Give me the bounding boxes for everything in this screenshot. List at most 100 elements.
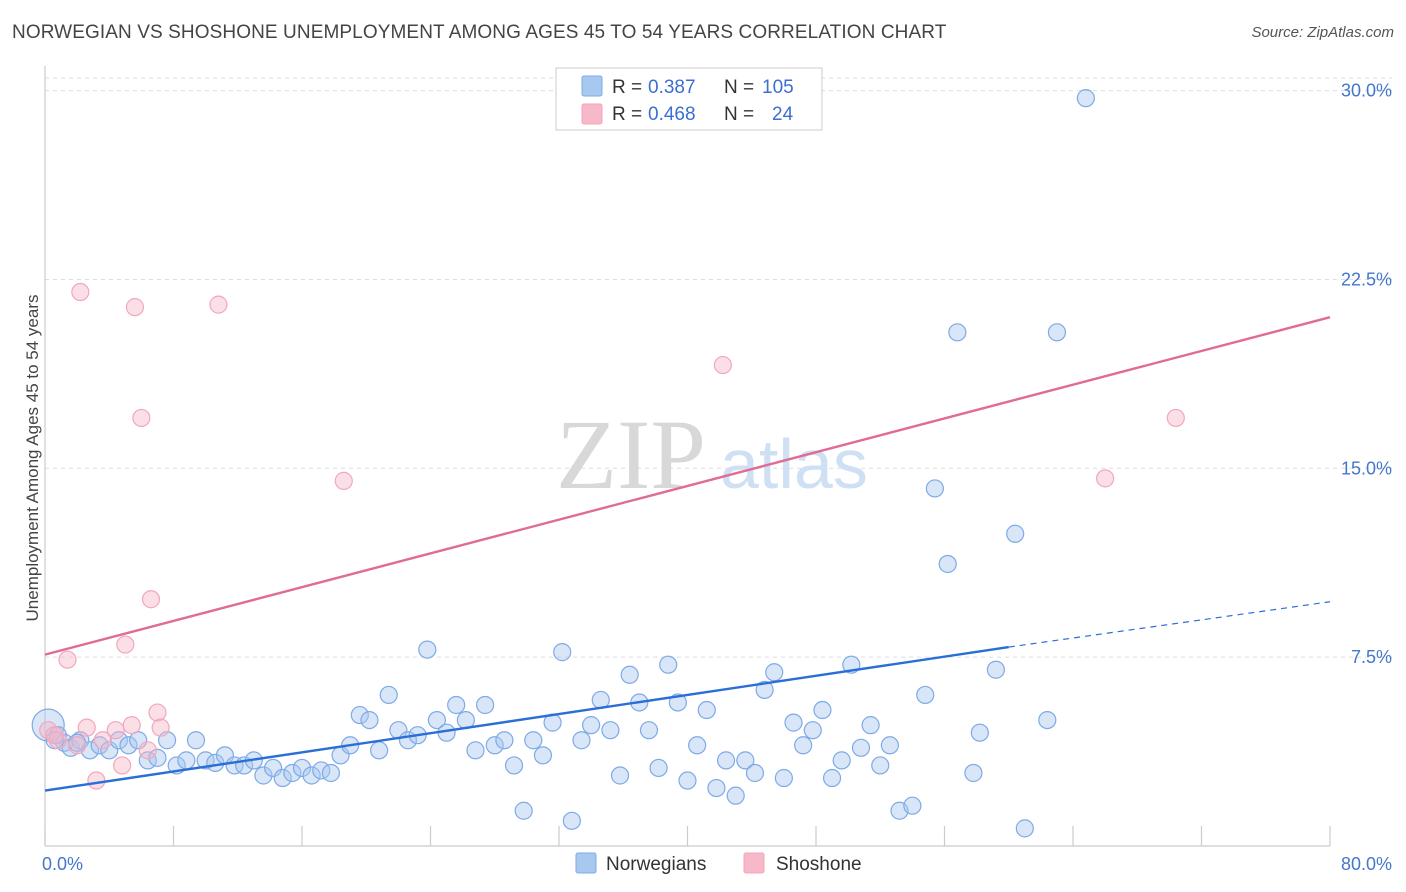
shoshone-point bbox=[112, 756, 132, 775]
norwegian-point bbox=[1038, 710, 1057, 730]
legend-r-label-1: R = bbox=[612, 77, 642, 98]
shoshone-point bbox=[713, 355, 732, 375]
shoshone-point bbox=[77, 718, 96, 737]
norwegian-point bbox=[832, 751, 851, 770]
norwegian-point bbox=[755, 680, 774, 699]
bottom-legend-swatch-norwegians bbox=[575, 852, 597, 874]
shoshone-trend-line bbox=[44, 316, 1331, 656]
bottom-legend-shoshone: Shoshone bbox=[776, 854, 862, 875]
trend-lines bbox=[44, 316, 1331, 792]
norwegian-point bbox=[813, 700, 832, 720]
norwegian-point bbox=[639, 721, 659, 740]
norwegian-point bbox=[774, 768, 793, 788]
norwegian-point bbox=[1006, 524, 1025, 543]
norwegian-point bbox=[582, 716, 601, 735]
shoshone-point bbox=[45, 726, 64, 745]
norwegian-point bbox=[716, 751, 736, 770]
norwegian-point bbox=[562, 811, 581, 830]
norwegian-point bbox=[427, 710, 447, 730]
legend-n-value-1: 105 bbox=[762, 77, 794, 98]
norwegian-point bbox=[707, 778, 726, 798]
norwegian-point bbox=[986, 660, 1006, 679]
norwegian-point bbox=[916, 685, 935, 705]
norwegian-point bbox=[871, 756, 890, 775]
norwegian-point bbox=[688, 736, 707, 755]
legend-swatch-norwegians bbox=[581, 75, 603, 97]
shoshone-point bbox=[68, 736, 87, 755]
legend-r-label-2: R = bbox=[612, 104, 642, 125]
norwegian-point bbox=[1047, 323, 1067, 342]
norwegian-point bbox=[254, 766, 273, 785]
watermark-zip: ZIP bbox=[556, 399, 706, 510]
shoshone-point bbox=[125, 298, 145, 317]
norwegian-point bbox=[466, 741, 485, 760]
shoshone-point bbox=[71, 282, 90, 302]
x-tick-label-min: 0.0% bbox=[42, 854, 83, 874]
norwegian-point bbox=[514, 801, 533, 820]
norwegian-point bbox=[880, 736, 899, 755]
y-axis-label: Unemployment Among Ages 45 to 54 years bbox=[23, 295, 42, 622]
norwegian-point bbox=[109, 731, 128, 750]
norwegian-point bbox=[803, 721, 822, 740]
bottom-legend-swatch-shoshone bbox=[743, 852, 765, 874]
norwegian-point bbox=[765, 663, 784, 682]
bottom-legend: Norwegians Shoshone bbox=[575, 852, 862, 875]
norwegian-point bbox=[822, 768, 842, 788]
y-tick-label: 30.0% bbox=[1341, 81, 1392, 101]
norwegian-point bbox=[610, 766, 630, 785]
norwegian-point bbox=[678, 771, 697, 790]
shoshone-point bbox=[151, 718, 170, 737]
norwegian-point bbox=[925, 479, 944, 498]
shoshone-point bbox=[209, 295, 228, 314]
norwegian-point bbox=[601, 721, 620, 740]
source-note: Source: ZipAtlas.com bbox=[1251, 24, 1394, 41]
norwegian-point bbox=[90, 736, 109, 755]
norwegian-point bbox=[524, 731, 543, 750]
norwegian-point bbox=[370, 741, 389, 760]
norwegian-point bbox=[1076, 89, 1095, 108]
norwegian-point bbox=[283, 763, 302, 783]
legend-n-value-2: 24 bbox=[772, 104, 794, 125]
shoshone-point bbox=[132, 408, 151, 428]
norwegian-point bbox=[659, 655, 678, 674]
watermark: ZIP atlas bbox=[556, 399, 868, 510]
norwegian-point bbox=[668, 693, 687, 712]
norwegian-point bbox=[903, 796, 922, 815]
shoshone-point bbox=[116, 635, 135, 654]
x-tick-label-max: 80.0% bbox=[1341, 854, 1392, 874]
norwegian-point bbox=[495, 731, 514, 750]
shoshone-point bbox=[93, 731, 112, 750]
norwegian-trend-extension bbox=[1008, 601, 1331, 648]
norwegian-point bbox=[794, 736, 813, 755]
norwegian-point bbox=[649, 758, 668, 778]
norwegian-point bbox=[186, 731, 206, 750]
norwegian-point bbox=[119, 736, 138, 755]
norwegian-point bbox=[553, 643, 572, 662]
norwegian-point bbox=[851, 738, 871, 757]
shoshone-point bbox=[1096, 469, 1115, 488]
norwegian-point bbox=[736, 751, 755, 770]
norwegian-point bbox=[970, 723, 989, 742]
norwegian-point bbox=[379, 685, 398, 705]
norwegian-point bbox=[350, 705, 369, 725]
norwegian-point bbox=[360, 710, 379, 730]
legend-swatch-shoshone bbox=[581, 103, 603, 125]
norwegian-point bbox=[148, 748, 167, 767]
norwegian-point bbox=[572, 731, 591, 750]
norwegian-point bbox=[476, 695, 495, 715]
legend-n-label-1: N = bbox=[724, 77, 754, 98]
bottom-legend-norwegians: Norwegians bbox=[606, 854, 706, 875]
norwegian-point bbox=[447, 695, 466, 715]
y-tick-label: 7.5% bbox=[1351, 647, 1392, 667]
norwegian-point bbox=[620, 665, 639, 684]
norwegian-point bbox=[745, 763, 765, 783]
norwegian-point bbox=[302, 766, 321, 785]
norwegian-point bbox=[861, 716, 880, 735]
legend-n-label-2: N = bbox=[724, 104, 754, 125]
shoshone-point bbox=[1166, 408, 1185, 428]
shoshone-point bbox=[48, 731, 67, 750]
norwegian-point bbox=[504, 756, 524, 775]
norwegian-point bbox=[938, 554, 957, 574]
legend: R = 0.387 N = 105 R = 0.468 N = 24 bbox=[555, 67, 823, 131]
